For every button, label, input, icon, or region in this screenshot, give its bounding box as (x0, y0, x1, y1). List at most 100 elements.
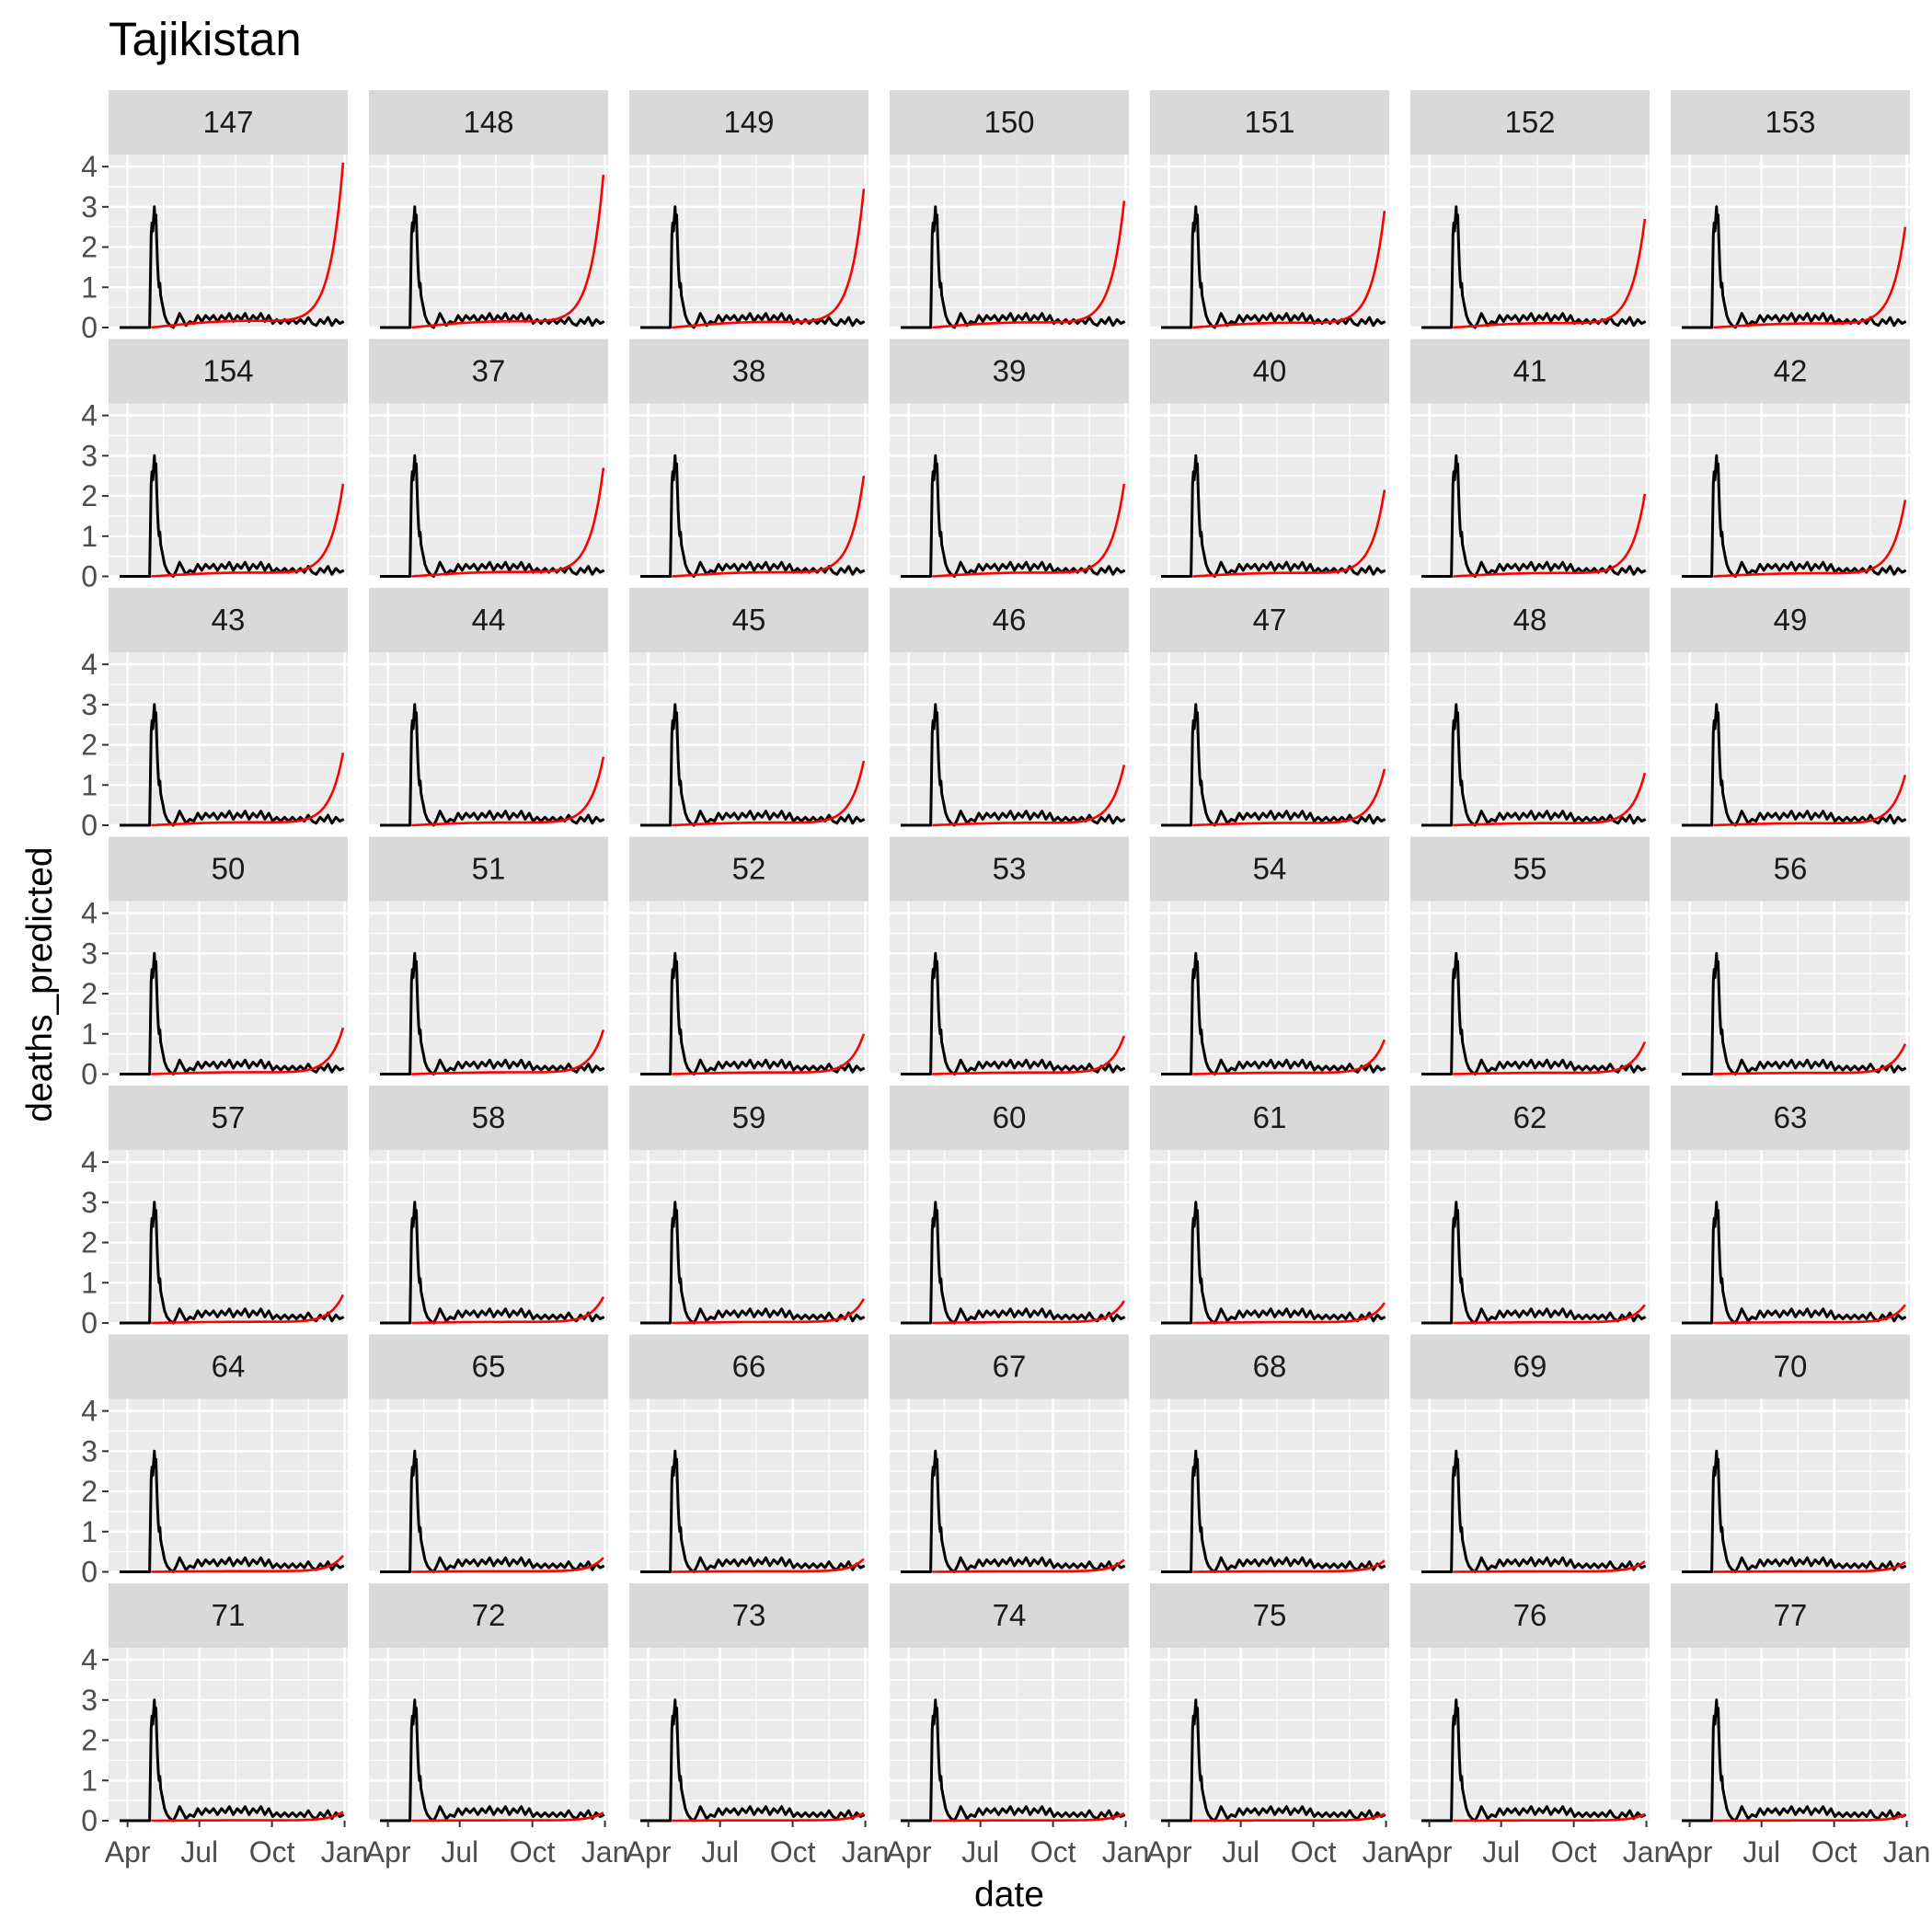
predicted-series-line (932, 1811, 1125, 1823)
observed-series-line (901, 951, 1126, 1075)
facet-strip (109, 1583, 348, 1648)
predicted-series-line (672, 189, 866, 329)
predicted-series-line (411, 1295, 605, 1325)
facet-strip-label: 147 (202, 105, 253, 139)
facet-strip (1150, 836, 1389, 902)
y-tick-label: 4 (81, 1145, 98, 1179)
x-tick-label: Apr (1407, 1835, 1453, 1869)
facet-panel: 45 (629, 588, 868, 827)
plot-background (1150, 155, 1389, 328)
plot-background (1150, 1648, 1389, 1821)
x-tick-label: Apr (626, 1835, 672, 1869)
observed-series-line (1161, 1698, 1386, 1823)
facet-panel: 65 (369, 1334, 608, 1573)
y-tick-label: 0 (81, 1556, 98, 1589)
y-tick-label: 2 (81, 1724, 98, 1757)
facet-strip (1671, 1086, 1910, 1150)
y-tick-label: 2 (81, 977, 98, 1010)
facet-panel: 148 (369, 90, 608, 329)
plot-background (1410, 1150, 1650, 1323)
plot-background (1410, 155, 1650, 328)
facet-panel: 150 (890, 90, 1129, 329)
observed-series-line (640, 1201, 866, 1325)
observed-series-line (1682, 1698, 1907, 1823)
predicted-series-line (932, 483, 1126, 578)
facet-panel: 67 (890, 1334, 1129, 1573)
facet-panel: 71 0 1 2 3 4 Apr Jul Oct Jan (81, 1583, 368, 1869)
facet-strip (629, 1334, 868, 1399)
plot-background (109, 155, 348, 328)
y-tick-label: 0 (81, 1306, 98, 1340)
plot-background (1671, 1398, 1910, 1572)
facet-strip-label: 69 (1513, 1350, 1547, 1384)
x-tick-label: Jan (1363, 1835, 1410, 1869)
predicted-series-line (1713, 1304, 1906, 1325)
y-tick-label: 1 (81, 768, 98, 801)
observed-series-line (1421, 1201, 1647, 1325)
facet-strip (629, 90, 868, 155)
y-tick-label: 3 (81, 937, 98, 970)
facet-strip-label: 44 (472, 603, 506, 637)
plot-background (1410, 1398, 1650, 1572)
plot-background (369, 1398, 608, 1572)
plot-background (1150, 652, 1389, 825)
facet-strip (629, 339, 868, 404)
x-tick-label: Oct (1030, 1835, 1076, 1869)
plot-background (1150, 901, 1389, 1075)
x-tick-label: Oct (1811, 1835, 1857, 1869)
y-tick-label: 1 (81, 1018, 98, 1051)
facet-strip-label: 52 (732, 852, 766, 886)
y-tick-label: 3 (81, 190, 98, 224)
plot-background (1671, 155, 1910, 328)
plot-background (109, 403, 348, 577)
facet-strip-label: 38 (732, 354, 766, 388)
predicted-series-line (411, 1557, 604, 1573)
y-tick-label: 1 (81, 1266, 98, 1299)
observed-series-line (1421, 703, 1647, 827)
facet-strip (890, 1583, 1129, 1648)
y-tick-label: 1 (81, 1515, 98, 1548)
facet-panel: 72 Apr Jul Oct Jan (365, 1583, 628, 1869)
facet-strip (1410, 339, 1650, 404)
x-tick-label: Jul (1742, 1835, 1780, 1869)
facet-strip-label: 150 (983, 105, 1034, 139)
plot-background (1410, 652, 1650, 825)
facet-strip-label: 40 (1253, 354, 1287, 388)
plot-background (1410, 1648, 1650, 1821)
facet-panel: 50 0 1 2 3 4 (81, 836, 348, 1091)
facet-strip-label: 71 (212, 1598, 246, 1632)
facet-strip-label: 70 (1774, 1350, 1808, 1384)
predicted-series-line (932, 1558, 1125, 1573)
observed-series-line (1421, 951, 1647, 1075)
facet-panel: 57 0 1 2 3 4 (81, 1086, 348, 1340)
x-tick-label: Jan (321, 1835, 369, 1869)
facet-panel: 58 (369, 1086, 608, 1325)
facet-strip (890, 90, 1129, 155)
y-tick-label: 4 (81, 1395, 98, 1428)
y-tick-label: 3 (81, 439, 98, 472)
facet-strip (369, 90, 608, 155)
observed-series-line (380, 703, 605, 827)
facet-panel: 62 (1410, 1086, 1650, 1325)
predicted-series-line (1192, 1559, 1386, 1573)
y-tick-label: 2 (81, 729, 98, 762)
facet-panel: 63 (1671, 1086, 1910, 1325)
plot-background (109, 1648, 348, 1821)
facet-panel: 154 0 1 2 3 4 (81, 339, 348, 593)
x-tick-label: Apr (1146, 1835, 1192, 1869)
observed-series-line (1682, 951, 1907, 1075)
plot-background (369, 1150, 608, 1323)
plot-background (1671, 1150, 1910, 1323)
facet-strip-label: 60 (993, 1100, 1027, 1134)
observed-series-line (640, 951, 866, 1075)
facet-strip (109, 339, 348, 404)
facet-strip-label: 154 (202, 354, 253, 388)
predicted-series-line (1192, 1302, 1386, 1325)
plot-background (369, 155, 608, 328)
facet-strip (1150, 1086, 1389, 1150)
x-tick-label: Jan (1102, 1835, 1150, 1869)
plot-background (1410, 403, 1650, 577)
observed-series-line (1421, 1449, 1647, 1573)
y-tick-label: 3 (81, 1434, 98, 1467)
predicted-series-line (932, 1035, 1126, 1075)
